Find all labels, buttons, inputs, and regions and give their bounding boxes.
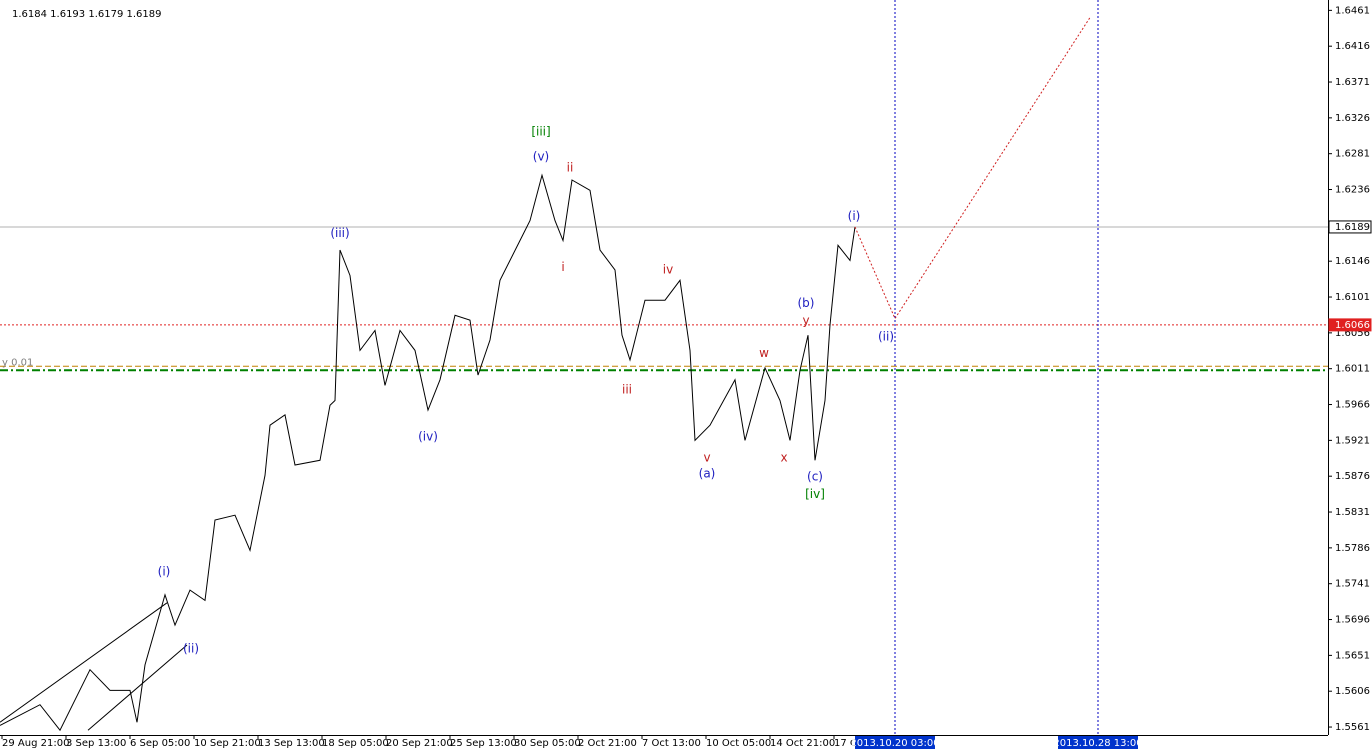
x-tick-label: 6 Sep 05:00	[130, 738, 190, 749]
future-time-box	[855, 736, 935, 749]
y-tick-label: 1.6371	[1335, 77, 1370, 88]
y-tick-label: 1.5786	[1335, 543, 1370, 554]
wave-label: (iv)	[418, 430, 438, 444]
wave-label: w	[759, 346, 769, 360]
y-tick-label: 1.6326	[1335, 113, 1370, 124]
wave-label: (a)	[699, 466, 716, 480]
y-tick-label: 1.5561	[1335, 722, 1370, 733]
x-tick-label: 30 Sep 05:00	[514, 738, 581, 749]
wave-label: ii	[567, 161, 574, 175]
future-time-box	[1058, 736, 1138, 749]
y-tick-label: 1.5651	[1335, 650, 1370, 661]
y-tick-label: 1.5606	[1335, 686, 1370, 697]
wave-label: [iii]	[531, 125, 550, 139]
x-tick-label: 29 Aug 21:00	[2, 738, 69, 749]
x-tick-label: 13 Sep 13:00	[258, 738, 325, 749]
y-tick-label: 1.6281	[1335, 149, 1370, 160]
x-tick-label: 10 Sep 21:00	[194, 738, 261, 749]
wave-label: (i)	[158, 564, 171, 578]
wave-label: (ii)	[878, 329, 894, 343]
y-tick-label: 1.5741	[1335, 579, 1370, 590]
x-tick-label: 3 Sep 13:00	[66, 738, 126, 749]
x-tick-label: 17 Oc	[834, 738, 863, 749]
y-tick-label: 1.6011	[1335, 364, 1370, 375]
wave-label: iii	[622, 383, 632, 397]
wave-label: iv	[663, 262, 673, 276]
y-tick-label: 1.6461	[1335, 5, 1370, 16]
x-tick-label: 2 Oct 21:00	[578, 738, 637, 749]
wave-label: (iii)	[330, 226, 349, 240]
price-tag	[1328, 220, 1372, 234]
price-tag-label: 1.6189	[1335, 222, 1370, 233]
trendline	[87, 644, 188, 731]
x-tick-label: 14 Oct 21:00	[770, 738, 835, 749]
x-tick-label: 20 Sep 21:00	[386, 738, 453, 749]
y-tick-label: 1.5921	[1335, 435, 1370, 446]
x-tick-label: 7 Oct 13:00	[642, 738, 701, 749]
wave-label: (v)	[533, 149, 549, 163]
x-tick-label: 25 Sep 13:00	[450, 738, 517, 749]
wave-label: (b)	[798, 296, 815, 310]
y-tick-label: 1.6101	[1335, 292, 1370, 303]
wave-label: (c)	[807, 469, 823, 483]
price-tag	[1328, 318, 1372, 332]
x-tick-label: 18 Sep 05:00	[322, 738, 389, 749]
wave-label: v	[703, 450, 710, 464]
y-tick-label: 1.6056	[1335, 328, 1370, 339]
future-time-label: 2013.10.28 13:00	[1053, 738, 1142, 749]
price-line	[0, 173, 856, 732]
future-time-label: 2013.10.20 03:00	[850, 738, 939, 749]
y-tick-label: 1.5696	[1335, 615, 1370, 626]
wave-label: i	[561, 260, 564, 274]
y-tick-label: 1.6236	[1335, 185, 1370, 196]
price-line	[854, 17, 1091, 320]
wave-label: x	[780, 450, 787, 464]
wave-label: [iv]	[805, 487, 825, 501]
y-tick-label: 1.5966	[1335, 400, 1370, 411]
y-tick-label: 1.6146	[1335, 256, 1370, 267]
level-label: y 0.01	[2, 357, 33, 368]
trendline	[0, 602, 168, 723]
y-tick-label: 1.5831	[1335, 507, 1370, 518]
ohlc-header: 1.6184 1.6193 1.6179 1.6189	[12, 9, 162, 20]
wave-label: y	[802, 313, 809, 327]
price-tag-label: 1.6066	[1335, 320, 1370, 331]
wave-label: (i)	[848, 209, 861, 223]
y-tick-label: 1.6416	[1335, 41, 1370, 52]
wave-label: (ii)	[183, 641, 199, 655]
x-tick-label: 10 Oct 05:00	[706, 738, 771, 749]
y-tick-label: 1.5876	[1335, 471, 1370, 482]
